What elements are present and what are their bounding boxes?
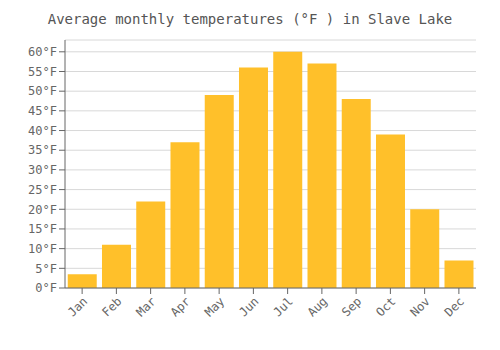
svg-text:60°F: 60°F: [28, 45, 57, 59]
svg-text:Jan: Jan: [65, 294, 90, 319]
svg-text:Mar: Mar: [134, 294, 159, 319]
svg-text:Nov: Nov: [408, 294, 433, 319]
svg-text:45°F: 45°F: [28, 104, 57, 118]
svg-text:55°F: 55°F: [28, 65, 57, 79]
svg-text:20°F: 20°F: [28, 203, 57, 217]
svg-text:Jul: Jul: [271, 294, 296, 319]
svg-text:Dec: Dec: [442, 294, 467, 319]
svg-text:5°F: 5°F: [35, 262, 57, 276]
svg-text:Apr: Apr: [168, 294, 193, 319]
html-text:Average monthly temperatures (: Average monthly temperatures (°F ) in Sl…: [47, 11, 453, 27]
svg-text:Sep: Sep: [339, 294, 364, 319]
svg-text:15°F: 15°F: [28, 222, 57, 236]
svg-text:Aug: Aug: [305, 294, 330, 319]
svg-text:Oct: Oct: [373, 294, 398, 319]
svg-text:40°F: 40°F: [28, 124, 57, 138]
svg-text:25°F: 25°F: [28, 183, 57, 197]
svg-text:Jun: Jun: [236, 294, 261, 319]
svg-text:50°F: 50°F: [28, 84, 57, 98]
svg-text:35°F: 35°F: [28, 143, 57, 157]
svg-text:30°F: 30°F: [28, 163, 57, 177]
svg-text:Feb: Feb: [99, 294, 124, 319]
svg-text:0°F: 0°F: [35, 281, 57, 295]
svg-text:10°F: 10°F: [28, 242, 57, 256]
svg-text:May: May: [202, 294, 227, 319]
